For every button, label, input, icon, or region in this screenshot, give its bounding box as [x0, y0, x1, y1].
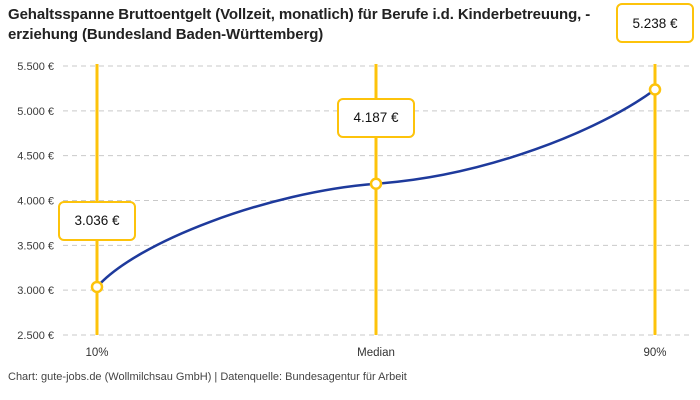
x-axis-tick-label: 90% — [643, 347, 666, 359]
y-axis-tick-label: 5.000 € — [17, 106, 54, 118]
chart-title-line2: erziehung (Bundesland Baden-Württemberg) — [8, 26, 324, 43]
data-point-marker — [90, 280, 104, 294]
x-axis-tick-label: 10% — [85, 347, 108, 359]
chart-title: Gehaltsspanne Bruttoentgelt (Vollzeit, m… — [8, 5, 696, 45]
y-axis-tick-label: 3.500 € — [17, 240, 54, 252]
y-axis-tick-label: 3.000 € — [17, 285, 54, 297]
y-axis-tick-label: 4.000 € — [17, 196, 54, 208]
x-axis-tick-label: Median — [357, 347, 395, 359]
y-axis-tick-label: 5.500 € — [17, 61, 54, 73]
data-point-marker — [369, 177, 383, 190]
chart-credit: Chart: gute-jobs.de (Wollmilchsau GmbH) … — [8, 371, 407, 383]
chart-title-line1: Gehaltsspanne Bruttoentgelt (Vollzeit, m… — [8, 6, 591, 23]
y-axis-tick-label: 4.500 € — [17, 151, 54, 163]
y-axis-tick-label: 2.500 € — [17, 330, 54, 342]
data-point-marker — [648, 83, 662, 96]
